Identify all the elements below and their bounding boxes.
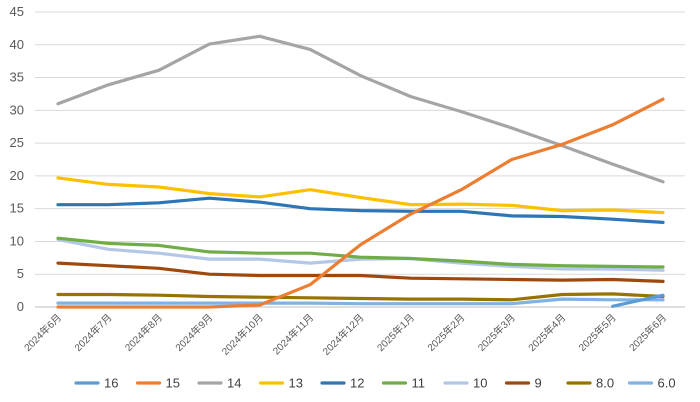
x-axis-ticks: 2024年6月 2024年7月 2024年8月 2024年9月 2024年10月 2024… [21,311,669,358]
legend-label: 8.0 [596,376,614,391]
y-tick-label: 35 [10,70,24,85]
series-line-8.0 [56,292,665,302]
x-tick-label: 2025年4月 [525,311,568,354]
legend-label: 10 [473,376,487,391]
x-tick-label: 2024年12月 [320,311,367,358]
legend-label: 13 [289,376,303,391]
legend-label: 14 [227,376,241,391]
y-tick-label: 40 [10,37,24,52]
y-axis-ticks: 0 5 10 15 20 25 30 35 40 45 [10,4,24,314]
x-tick-label: 2024年11月 [270,311,316,357]
y-tick-label: 10 [10,233,24,248]
x-tick-label: 2025年3月 [475,311,518,354]
x-tick-label: 2024年7月 [72,311,115,354]
series-line-12 [56,196,665,224]
x-tick-label: 2024年8月 [122,311,165,354]
series-line-10 [56,237,665,272]
legend-label: 16 [104,376,118,391]
y-tick-label: 15 [10,201,24,216]
x-tick-label: 2025年1月 [374,311,417,354]
legend: 16 15 14 13 12 11 10 9 8.0 6.0 [74,376,676,391]
legend-label: 6.0 [658,376,676,391]
x-tick-label: 2025年2月 [424,311,467,354]
series-line-14 [56,34,665,184]
series-lines [56,34,665,309]
gridlines [35,11,685,308]
legend-label: 12 [350,376,364,391]
series-line-16 [611,293,665,308]
x-tick-label: 2025年5月 [576,311,619,354]
series-line-9 [56,261,665,283]
series-line-11 [56,236,665,269]
x-tick-label: 2024年6月 [21,311,64,354]
y-tick-label: 20 [10,168,24,183]
y-tick-label: 45 [10,4,24,19]
y-tick-label: 5 [17,266,24,281]
series-line-6.0 [56,297,665,306]
legend-label: 15 [166,376,180,391]
legend-label: 11 [412,376,426,391]
y-tick-label: 0 [17,299,24,314]
x-tick-label: 2024年10月 [219,311,266,358]
x-tick-label: 2025年6月 [626,311,669,354]
y-tick-label: 25 [10,135,24,150]
legend-label: 9 [535,376,542,391]
series-line-15 [56,97,665,309]
series-line-13 [56,176,665,215]
x-tick-label: 2024年9月 [172,311,215,354]
y-tick-label: 30 [10,102,24,117]
